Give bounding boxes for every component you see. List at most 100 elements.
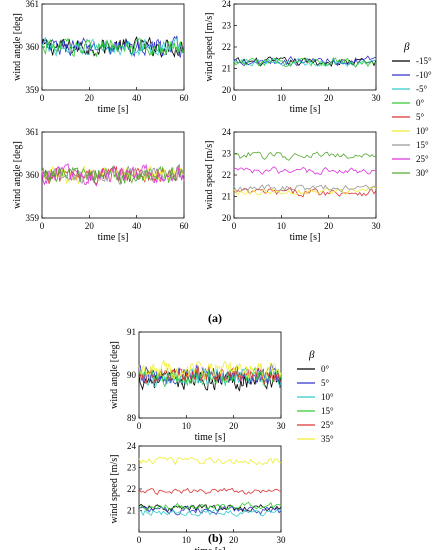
series-line-b-top-3 bbox=[138, 366, 282, 388]
y-tick-label: 23 bbox=[222, 149, 232, 159]
series-line-b-top-4 bbox=[138, 365, 282, 385]
series-line-b-bottom-2 bbox=[138, 508, 282, 517]
y-tick-label: 361 bbox=[26, 127, 40, 137]
x-axis-label: time [s] bbox=[195, 432, 226, 443]
legend-b-title: β bbox=[308, 349, 315, 361]
x-tick-label: 20 bbox=[324, 221, 334, 231]
x-tick-label: 10 bbox=[277, 93, 287, 103]
x-tick-label: 20 bbox=[324, 93, 334, 103]
series-line-a-bottom-left-1 bbox=[41, 165, 185, 185]
x-tick-label: 0 bbox=[137, 421, 142, 431]
legend-a-entry: -15° bbox=[416, 56, 432, 66]
x-tick-label: 30 bbox=[372, 93, 382, 103]
y-tick-label: 361 bbox=[26, 0, 40, 9]
series-line-a-bottom-right-3 bbox=[233, 166, 377, 175]
series-line-b-top-5 bbox=[138, 359, 282, 380]
x-tick-label: 20 bbox=[85, 93, 95, 103]
series-line-a-top-right-3 bbox=[233, 57, 377, 68]
y-tick-label: 24 bbox=[127, 441, 137, 451]
legend-a-entry: 25° bbox=[416, 154, 429, 164]
x-tick-label: 0 bbox=[232, 221, 237, 231]
legend-a-entry: 10° bbox=[416, 126, 429, 136]
legend-b-entry: 0° bbox=[321, 364, 330, 374]
y-tick-label: 21 bbox=[127, 506, 136, 516]
x-axis-label: time [s] bbox=[290, 232, 321, 243]
series-line-a-bottom-right-2 bbox=[233, 184, 376, 193]
x-tick-label: 40 bbox=[132, 221, 142, 231]
x-axis-label: time [s] bbox=[290, 104, 321, 115]
y-tick-label: 24 bbox=[222, 0, 232, 9]
y-tick-label: 24 bbox=[222, 127, 232, 137]
y-tick-label: 23 bbox=[222, 21, 232, 31]
legend-b-entry: 15° bbox=[321, 406, 334, 416]
y-tick-label: 360 bbox=[26, 170, 40, 180]
x-tick-label: 30 bbox=[277, 421, 287, 431]
y-tick-label: 20 bbox=[222, 85, 232, 95]
series-line-b-bottom-4 bbox=[138, 487, 282, 496]
y-axis-label: wind speed [m/s] bbox=[204, 13, 215, 82]
y-tick-label: 22 bbox=[127, 484, 136, 494]
y-tick-label: 21 bbox=[222, 64, 231, 74]
panel-label-a: (a) bbox=[208, 311, 222, 325]
x-axis-label: time [s] bbox=[195, 546, 226, 550]
panel-label-b: (b) bbox=[208, 531, 223, 545]
y-tick-label: 21 bbox=[222, 192, 231, 202]
plot-frame bbox=[233, 3, 377, 91]
legend-b-entry: 25° bbox=[321, 420, 334, 430]
x-tick-label: 20 bbox=[229, 535, 239, 545]
series-line-a-top-right-1 bbox=[233, 55, 377, 67]
y-tick-label: 359 bbox=[26, 85, 40, 95]
plot-frame bbox=[138, 445, 282, 533]
series-line-a-bottom-right-4 bbox=[233, 151, 377, 161]
x-axis-label: time [s] bbox=[98, 104, 129, 115]
y-tick-label: 360 bbox=[26, 42, 40, 52]
series-line-b-bottom-5 bbox=[138, 456, 282, 466]
legend-a-entry: -10° bbox=[416, 70, 432, 80]
y-tick-label: 20 bbox=[222, 213, 232, 223]
y-tick-label: 359 bbox=[26, 213, 40, 223]
legend-b-entry: 35° bbox=[321, 434, 334, 444]
legend-a-entry: 30° bbox=[416, 168, 429, 178]
series-line-b-top-0 bbox=[138, 367, 282, 392]
y-tick-label: 90 bbox=[127, 370, 137, 380]
y-tick-label: 22 bbox=[222, 170, 231, 180]
legend-a-entry: 15° bbox=[416, 140, 429, 150]
x-tick-label: 0 bbox=[40, 221, 45, 231]
y-axis-label: wind speed [m/s] bbox=[109, 455, 120, 524]
x-tick-label: 10 bbox=[182, 535, 192, 545]
legend-a-title: β bbox=[403, 41, 410, 53]
x-tick-label: 0 bbox=[40, 93, 45, 103]
series-line-a-bottom-left-4 bbox=[41, 163, 185, 185]
y-tick-label: 22 bbox=[222, 42, 231, 52]
x-tick-label: 0 bbox=[232, 93, 237, 103]
y-tick-label: 89 bbox=[127, 413, 137, 423]
x-tick-label: 60 bbox=[180, 221, 190, 231]
y-axis-label: wind angle [deg] bbox=[12, 13, 23, 81]
y-tick-label: 23 bbox=[127, 463, 137, 473]
series-line-a-top-left-2 bbox=[41, 36, 185, 57]
x-tick-label: 20 bbox=[229, 421, 239, 431]
legend-b-entry: 10° bbox=[321, 392, 334, 402]
x-tick-label: 20 bbox=[85, 221, 95, 231]
y-axis-label: wind speed [m/s] bbox=[204, 141, 215, 210]
legend-a-entry: 5° bbox=[416, 112, 425, 122]
plot-frame bbox=[41, 131, 185, 219]
x-tick-label: 30 bbox=[277, 535, 287, 545]
x-tick-label: 40 bbox=[132, 93, 142, 103]
plot-frame bbox=[233, 131, 377, 219]
y-axis-label: wind angle [deg] bbox=[12, 141, 23, 209]
x-tick-label: 10 bbox=[277, 221, 287, 231]
x-tick-label: 30 bbox=[372, 221, 382, 231]
x-tick-label: 10 bbox=[182, 421, 192, 431]
legend-a-entry: -5° bbox=[416, 84, 427, 94]
y-tick-label: 91 bbox=[127, 327, 136, 337]
legend-a-entry: 0° bbox=[416, 98, 425, 108]
series-line-a-top-left-1 bbox=[41, 35, 185, 58]
y-axis-label: wind angle [deg] bbox=[109, 341, 120, 409]
x-axis-label: time [s] bbox=[98, 232, 129, 243]
series-line-a-top-right-2 bbox=[233, 57, 377, 68]
series-line-b-bottom-3 bbox=[138, 501, 282, 511]
x-tick-label: 60 bbox=[180, 93, 190, 103]
series-line-a-top-left-0 bbox=[41, 35, 185, 58]
